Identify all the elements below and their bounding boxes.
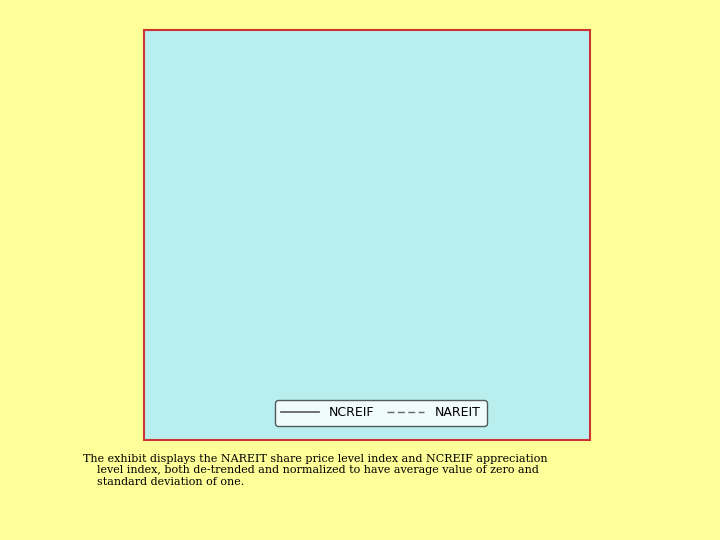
NAREIT — [428, 367, 436, 374]
NCREIF — [359, 150, 367, 157]
NCREIF — [313, 214, 322, 221]
NAREIT — [368, 93, 377, 100]
Text: The exhibit displays the NAREIT share price level index and NCREIF appreciation
: The exhibit displays the NAREIT share pr… — [83, 454, 547, 487]
NCREIF — [579, 289, 588, 295]
Line: NCREIF: NCREIF — [198, 153, 583, 315]
NCREIF — [194, 298, 202, 305]
NAREIT — [391, 163, 400, 170]
NCREIF — [308, 222, 317, 228]
NAREIT — [313, 230, 322, 236]
NCREIF — [505, 312, 514, 319]
Legend: NCREIF, NAREIT: NCREIF, NAREIT — [275, 400, 487, 426]
NAREIT — [194, 269, 202, 276]
NCREIF — [327, 185, 336, 192]
NAREIT — [565, 291, 574, 297]
NCREIF — [565, 293, 574, 299]
NCREIF — [391, 158, 400, 165]
NCREIF — [258, 221, 266, 227]
NAREIT — [327, 179, 336, 185]
NAREIT — [258, 254, 266, 260]
Line: NAREIT: NAREIT — [198, 97, 583, 370]
NAREIT — [579, 280, 588, 287]
NAREIT — [308, 255, 317, 261]
